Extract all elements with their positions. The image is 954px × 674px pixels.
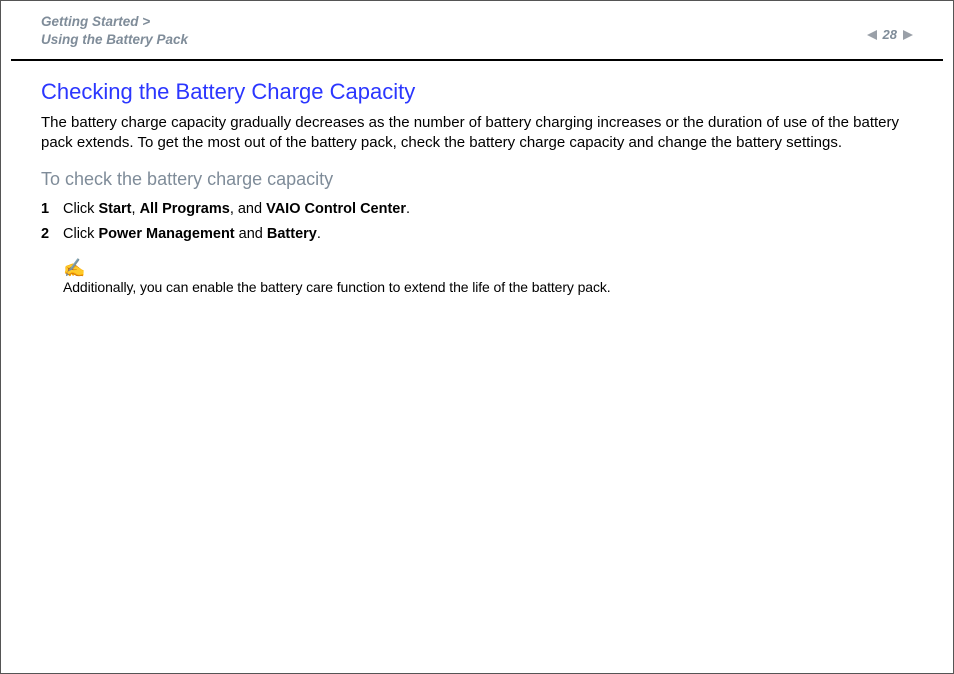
content: Checking the Battery Charge Capacity The… <box>1 61 953 295</box>
step-text: Click Power Management and Battery. <box>63 223 913 245</box>
note-text: Additionally, you can enable the battery… <box>63 279 913 295</box>
page-header: Getting Started > Using the Battery Pack… <box>1 1 953 59</box>
step-text-pre: Click <box>63 226 98 242</box>
step-text-post: . <box>317 226 321 242</box>
step-text-sep-1: and <box>235 226 267 242</box>
step-text: Click Start, All Programs, and VAIO Cont… <box>63 198 913 220</box>
intro-paragraph: The battery charge capacity gradually de… <box>41 113 913 154</box>
step-text-bold-1: Start <box>98 201 131 217</box>
step-number: 2 <box>41 223 63 245</box>
step-text-bold-3: VAIO Control Center <box>266 201 406 217</box>
next-page-icon[interactable] <box>903 30 913 40</box>
breadcrumb-line-1[interactable]: Getting Started > <box>41 14 150 29</box>
page-number: 28 <box>881 27 899 42</box>
step-number: 1 <box>41 198 63 220</box>
step-2: 2 Click Power Management and Battery. <box>41 223 913 245</box>
step-text-bold-2: All Programs <box>140 201 230 217</box>
note-icon: ✍ <box>63 259 85 277</box>
step-text-bold-2: Battery <box>267 226 317 242</box>
page-nav: 28 <box>867 13 913 42</box>
subheading: To check the battery charge capacity <box>41 169 913 190</box>
breadcrumb-line-2[interactable]: Using the Battery Pack <box>41 32 188 47</box>
step-text-sep-1: , <box>132 201 140 217</box>
step-text-pre: Click <box>63 201 98 217</box>
step-text-post: . <box>406 201 410 217</box>
prev-page-icon[interactable] <box>867 30 877 40</box>
note-block: ✍ Additionally, you can enable the batte… <box>41 259 913 295</box>
page: Getting Started > Using the Battery Pack… <box>0 0 954 674</box>
step-text-sep-2: , and <box>230 201 266 217</box>
step-1: 1 Click Start, All Programs, and VAIO Co… <box>41 198 913 220</box>
breadcrumb: Getting Started > Using the Battery Pack <box>41 13 188 49</box>
step-text-bold-1: Power Management <box>98 226 234 242</box>
page-title: Checking the Battery Charge Capacity <box>41 79 913 105</box>
